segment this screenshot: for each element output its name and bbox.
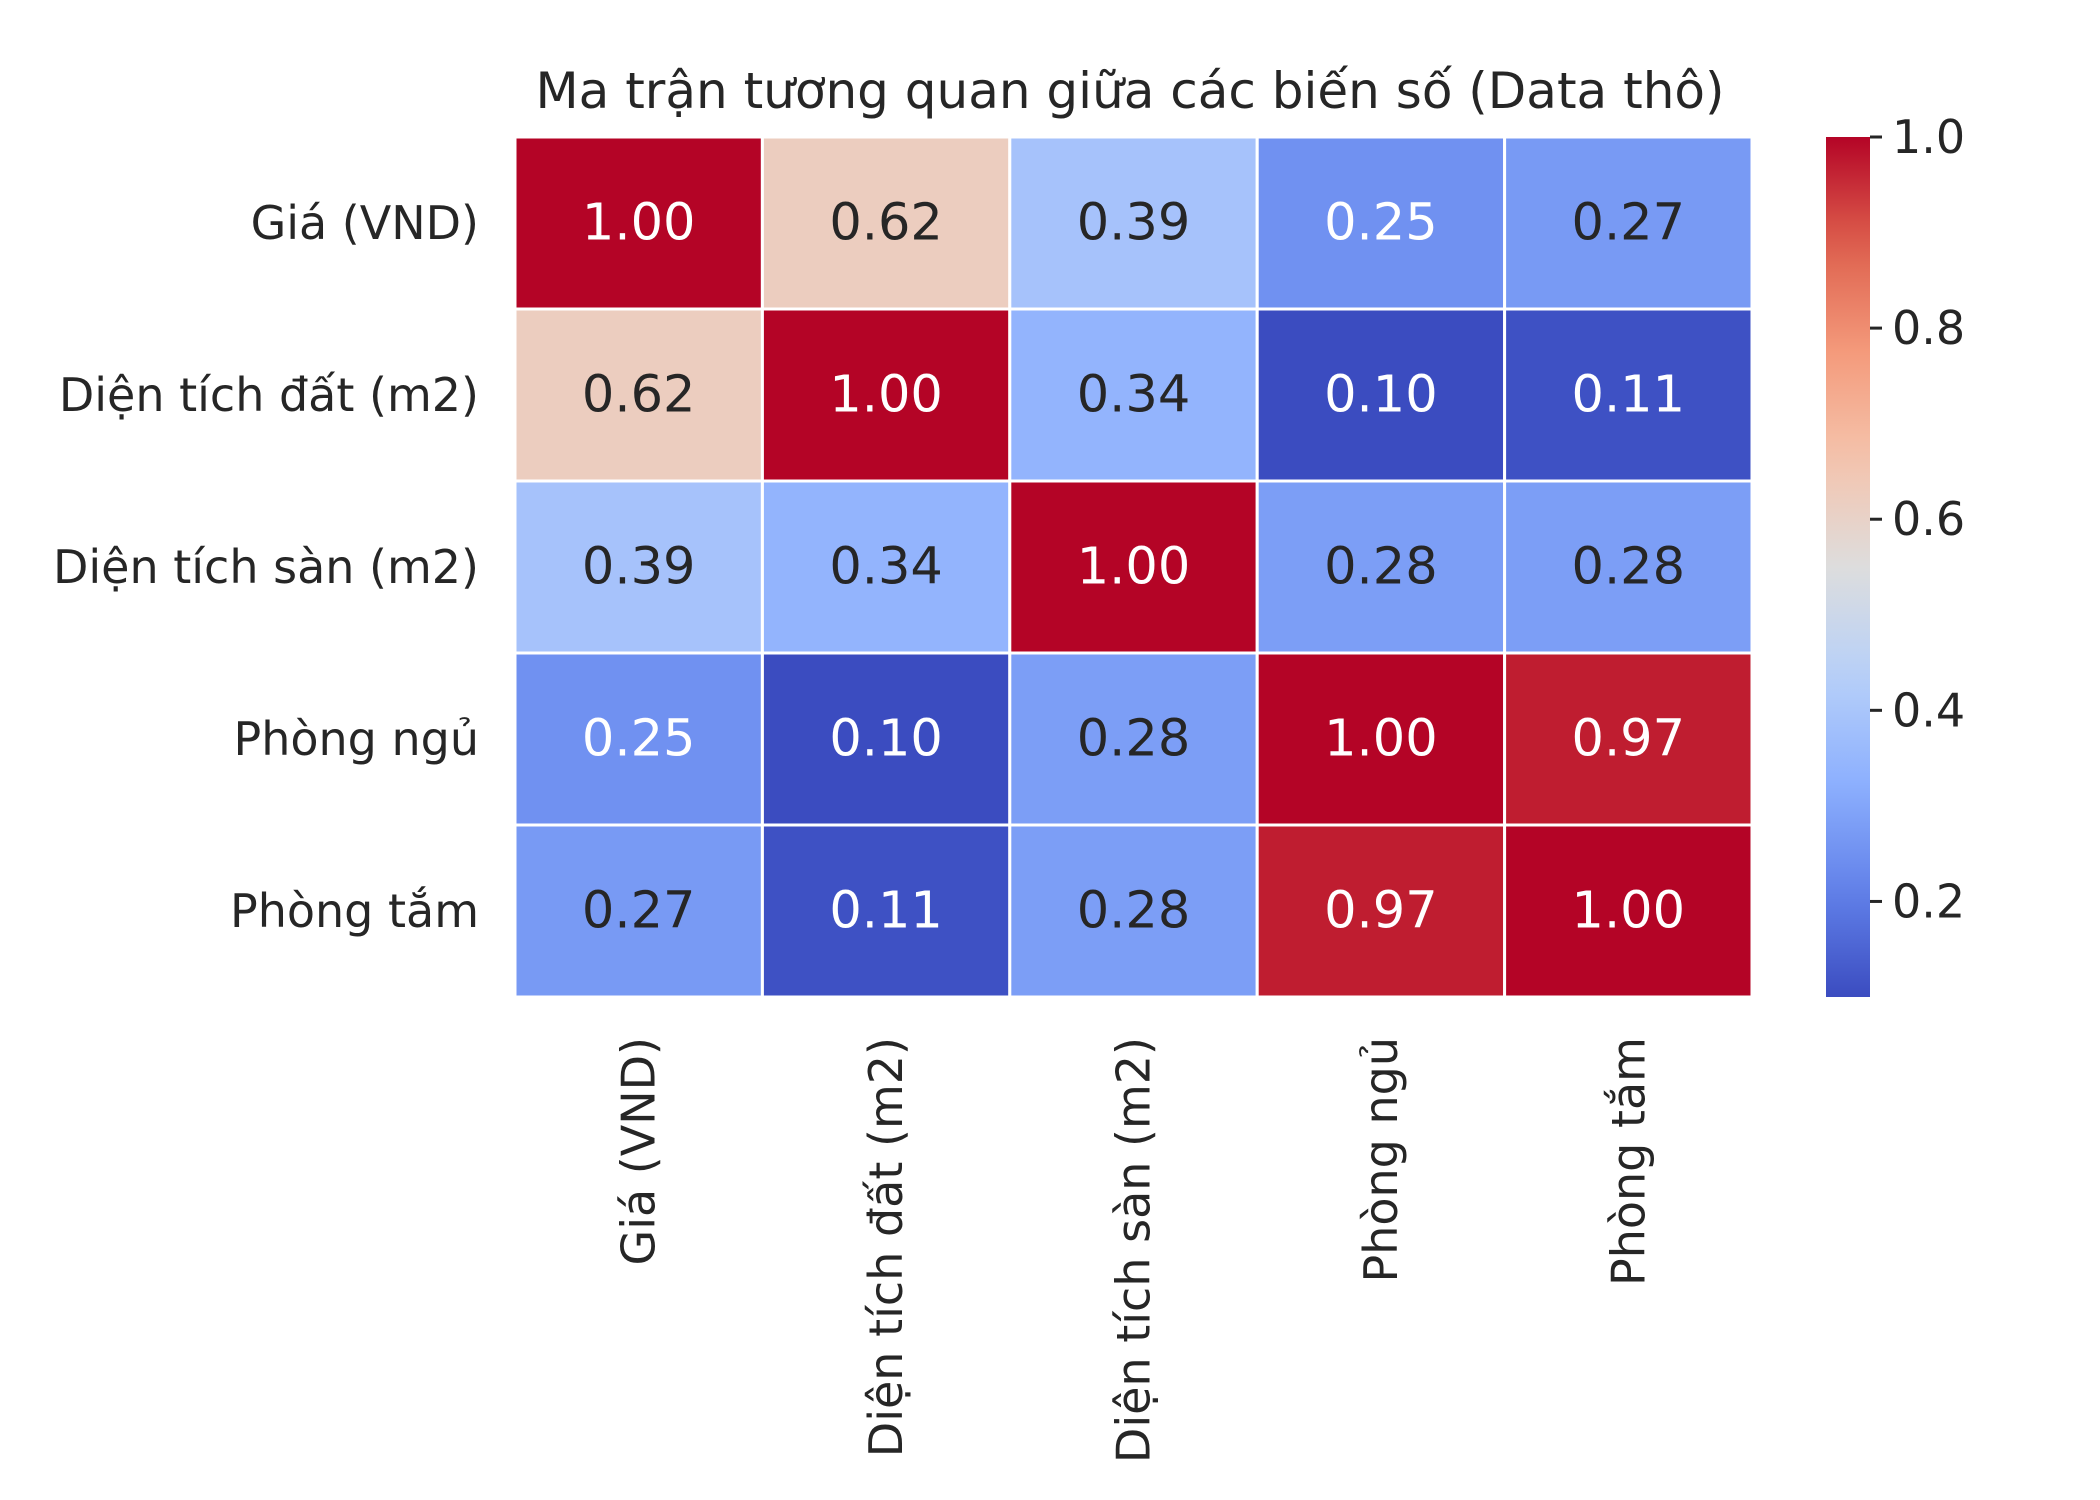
cell-value-label: 1.00 — [582, 194, 696, 253]
column-label: Diện tích đất (m2) — [859, 1037, 913, 1457]
colorbar-tick-label: 0.8 — [1892, 301, 1965, 355]
heatmap-cell — [1503, 651, 1754, 827]
cell-value-label: 0.27 — [1572, 194, 1686, 253]
cell-value-label: 1.00 — [1572, 882, 1686, 941]
cell-value-label: 0.97 — [1572, 710, 1686, 769]
colorbar-tick-label: 0.4 — [1892, 683, 1965, 737]
column-label: Diện tích sàn (m2) — [1107, 1037, 1161, 1463]
column-labels: Giá (VND) Diện tích đất (m2) Diện tích sàn… — [612, 1037, 1656, 1463]
heatmap-cell — [760, 135, 1012, 311]
cell-value-label: 0.11 — [1572, 366, 1686, 425]
heatmap-cells: 1.00 0.62 0.39 0.25 0.27 0.62 1.00 0.34 0.10 0.11… — [513, 135, 1754, 999]
cell-value-label: 0.62 — [582, 366, 696, 425]
heatmap-cell — [1255, 479, 1507, 655]
column-label: Phòng ngủ — [1354, 1037, 1408, 1283]
cell-value-label: 0.62 — [829, 194, 943, 253]
cell-value-label: 0.97 — [1324, 882, 1438, 941]
heatmap-cell — [1008, 135, 1259, 311]
row-label: Giá (VND) — [251, 196, 479, 250]
column-label: Phòng tắm — [1601, 1037, 1655, 1286]
colorbar-gradient — [1826, 137, 1870, 997]
colorbar-tick-label: 1.0 — [1892, 110, 1965, 164]
colorbar-tick-label: 0.6 — [1892, 492, 1965, 546]
colorbar: 0.2 0.4 0.6 0.8 1.0 — [1826, 110, 1965, 997]
cell-value-label: 0.25 — [582, 710, 696, 769]
row-labels: Giá (VND) Diện tích đất (m2) Diện tích sàn… — [53, 196, 479, 938]
row-label: Diện tích sàn (m2) — [53, 540, 479, 594]
cell-value-label: 1.00 — [1324, 710, 1438, 769]
cell-value-label: 0.28 — [1077, 710, 1191, 769]
heatmap-cell — [1503, 307, 1754, 483]
cell-value-label: 0.10 — [1324, 366, 1438, 425]
cell-value-label: 0.39 — [582, 538, 696, 597]
row-label: Diện tích đất (m2) — [59, 368, 479, 422]
heatmap-cell — [513, 307, 764, 483]
cell-value-label: 1.00 — [1077, 538, 1191, 597]
heatmap-cell — [1503, 823, 1754, 999]
heatmap-cell — [1255, 651, 1507, 827]
cell-value-label: 0.25 — [1324, 194, 1438, 253]
heatmap-cell — [513, 135, 764, 311]
cell-value-label: 0.39 — [1077, 194, 1191, 253]
heatmap-cell — [1008, 823, 1259, 999]
heatmap-cell — [1008, 307, 1259, 483]
heatmap-cell — [760, 651, 1012, 827]
row-label: Phòng tắm — [230, 884, 479, 938]
cell-value-label: 0.34 — [829, 538, 943, 597]
heatmap-cell — [760, 479, 1012, 655]
colorbar-tick-label: 0.2 — [1892, 874, 1965, 928]
heatmap-cell — [1255, 135, 1507, 311]
heatmap-cell — [513, 823, 764, 999]
heatmap-cell — [513, 651, 764, 827]
cell-value-label: 0.28 — [1324, 538, 1438, 597]
colorbar-ticks: 0.2 0.4 0.6 0.8 1.0 — [1870, 110, 1965, 928]
column-label: Giá (VND) — [612, 1037, 666, 1265]
cell-value-label: 0.27 — [582, 882, 696, 941]
row-label: Phòng ngủ — [233, 712, 479, 766]
heatmap-cell — [760, 823, 1012, 999]
chart-title: Ma trận tương quan giữa các biến số (Dat… — [536, 62, 1725, 120]
cell-value-label: 1.00 — [829, 366, 943, 425]
heatmap-cell — [1008, 651, 1259, 827]
cell-value-label: 0.28 — [1572, 538, 1686, 597]
cell-value-label: 0.34 — [1077, 366, 1191, 425]
heatmap-cell — [1503, 479, 1754, 655]
cell-value-label: 0.10 — [829, 710, 943, 769]
cell-value-label: 0.28 — [1077, 882, 1191, 941]
cell-value-label: 0.11 — [829, 882, 943, 941]
